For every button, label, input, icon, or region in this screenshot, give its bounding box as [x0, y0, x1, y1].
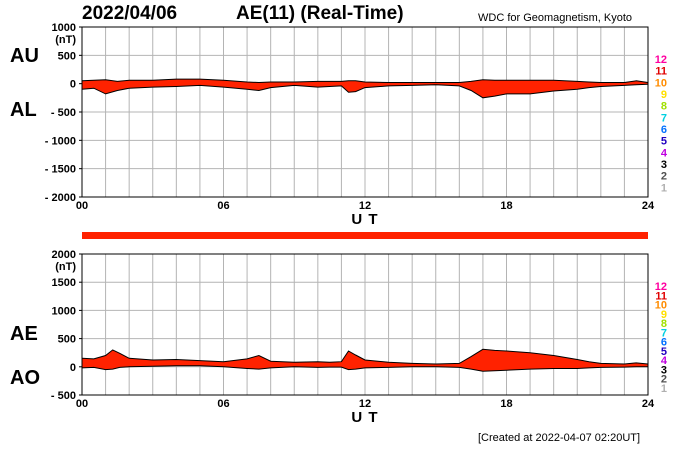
- plot-title: AE(11) (Real-Time): [236, 3, 404, 24]
- station-legend-item: 1: [661, 383, 667, 395]
- series-label-au: AU: [10, 45, 39, 67]
- station-legend-item: 4: [661, 355, 668, 367]
- station-legend-item: 11: [655, 66, 667, 78]
- station-legend-item: 9: [661, 309, 667, 321]
- station-legend-item: 1: [661, 182, 667, 194]
- y-tick-label: 500: [58, 334, 76, 346]
- station-legend-item: 7: [661, 112, 667, 124]
- station-legend-item: 9: [661, 89, 667, 101]
- y-tick-label: - 2000: [45, 192, 76, 204]
- station-legend-item: 7: [661, 327, 667, 339]
- x-tick-label: 00: [76, 398, 88, 410]
- station-legend-item: 11: [655, 290, 667, 302]
- station-legend-item: 6: [661, 124, 667, 136]
- data-coverage-bar: [82, 232, 648, 239]
- x-tick-label: 06: [217, 398, 229, 410]
- station-legend-item: 3: [661, 159, 667, 171]
- y-unit-label: (nT): [55, 34, 76, 46]
- series-label-ao: AO: [10, 367, 40, 389]
- y-tick-label: - 500: [51, 107, 76, 119]
- y-tick-label: 0: [70, 362, 76, 374]
- y-tick-label: 0: [70, 79, 76, 91]
- series-line-al: [81, 83, 649, 99]
- y-tick-label: 1000: [52, 305, 76, 317]
- y-tick-label: - 1000: [45, 135, 76, 147]
- y-tick-label: 500: [58, 50, 76, 62]
- series-line-au: [81, 78, 649, 84]
- station-legend-item: 6: [661, 337, 667, 349]
- area-fill-au-al: [82, 79, 648, 98]
- series-label-al: AL: [10, 99, 37, 121]
- series-label-ae: AE: [10, 323, 38, 345]
- x-axis-label: U T: [351, 211, 378, 228]
- station-legend-item: 10: [655, 300, 667, 312]
- x-tick-label: 18: [500, 200, 512, 212]
- station-legend-item: 4: [661, 147, 668, 159]
- y-tick-label: - 500: [51, 390, 76, 402]
- x-tick-label: 24: [642, 398, 655, 410]
- x-tick-label: 24: [642, 200, 655, 212]
- station-legend-item: 2: [661, 171, 667, 183]
- plot-frame: [81, 253, 649, 396]
- station-legend-item: 2: [661, 374, 667, 386]
- series-line-ae: [81, 348, 649, 365]
- plot-date: 2022/04/06: [82, 3, 178, 24]
- y-unit-label: (nT): [55, 261, 76, 273]
- data-source: WDC for Geomagnetism, Kyoto: [478, 12, 633, 24]
- station-legend-item: 8: [661, 101, 667, 113]
- x-tick-label: 06: [217, 200, 229, 212]
- y-tick-label: 1000: [52, 22, 76, 34]
- station-legend-item: 5: [661, 136, 667, 148]
- x-tick-label: 18: [500, 398, 512, 410]
- station-legend-item: 5: [661, 346, 667, 358]
- y-tick-label: 1500: [52, 277, 76, 289]
- x-tick-label: 12: [359, 200, 371, 212]
- y-tick-label: - 1500: [45, 164, 76, 176]
- x-tick-label: 00: [76, 200, 88, 212]
- station-legend-item: 8: [661, 318, 667, 330]
- station-legend-item: 12: [655, 281, 667, 293]
- station-legend-item: 3: [661, 364, 667, 376]
- x-axis-label: U T: [351, 409, 378, 426]
- series-line-ao: [81, 365, 648, 372]
- station-legend-item: 10: [655, 77, 667, 89]
- created-timestamp: [Created at 2022-04-07 02:20UT]: [478, 432, 641, 444]
- x-tick-label: 12: [359, 398, 371, 410]
- y-tick-label: 2000: [52, 249, 76, 261]
- station-legend-item: 12: [655, 54, 667, 66]
